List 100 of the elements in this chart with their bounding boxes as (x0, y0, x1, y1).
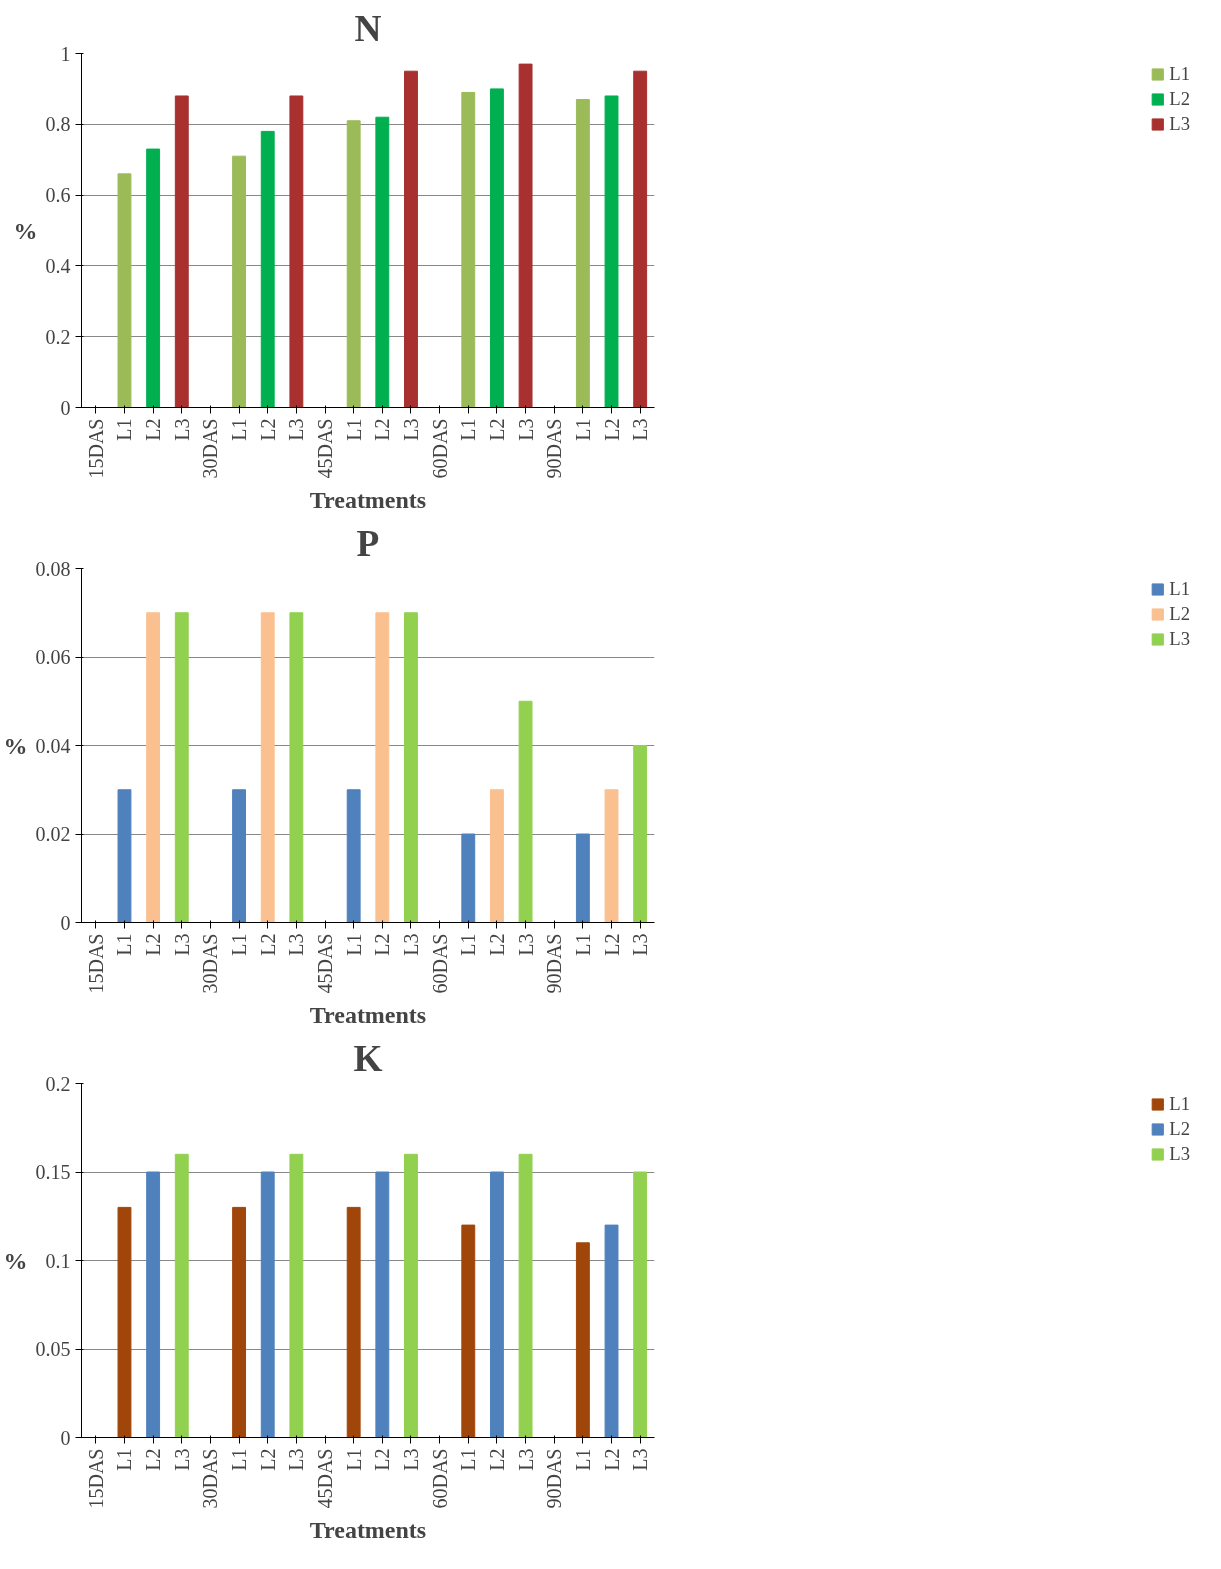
bar (575, 833, 590, 923)
legend-label: L1 (1169, 578, 1190, 600)
bar (346, 789, 361, 923)
bar (375, 116, 390, 408)
x-tick-label: L3 (514, 1448, 537, 1471)
y-tick-label: 0.15 (35, 1161, 71, 1183)
x-axis-title: Treatments (309, 486, 427, 513)
y-tick-label: 0 (60, 1426, 71, 1449)
bar (404, 1153, 418, 1438)
bar (633, 1171, 648, 1438)
x-tick-label: L2 (256, 1448, 279, 1471)
bar (604, 789, 619, 923)
legend-label: L2 (1169, 603, 1190, 625)
y-tick-label: 0.02 (35, 823, 71, 845)
y-tick-label: 0 (60, 911, 71, 934)
x-tick-label: L2 (371, 1448, 394, 1471)
x-tick-label: 90DAS (543, 1448, 566, 1509)
bar (489, 789, 504, 923)
bar (289, 1153, 304, 1438)
bar (604, 95, 619, 408)
x-tick-label: L2 (600, 933, 623, 956)
x-tick-label: L2 (600, 1448, 623, 1471)
y-tick-label: 0.05 (35, 1338, 71, 1360)
y-tick-label: 0.1 (45, 1249, 71, 1272)
x-tick-label: 45DAS (314, 1448, 337, 1509)
y-tick-label: 0.8 (45, 113, 71, 136)
bar (117, 173, 132, 408)
x-tick-label: L3 (399, 418, 422, 441)
x-tick-label: L1 (457, 418, 480, 441)
x-tick-label: L1 (342, 1448, 365, 1471)
legend-label: L3 (1169, 1143, 1190, 1165)
bar (346, 1206, 361, 1438)
x-tick-label: L1 (342, 933, 365, 956)
y-tick-label: 1 (60, 42, 71, 65)
bar (575, 1242, 590, 1438)
bar (375, 612, 390, 923)
y-tick-label: 0.4 (45, 254, 71, 277)
bar (404, 612, 418, 923)
y-axis-title: % (13, 217, 38, 244)
x-tick-label: 30DAS (199, 418, 222, 479)
bar (174, 1153, 189, 1438)
bar (518, 1153, 533, 1438)
x-tick-label: 15DAS (84, 933, 107, 994)
x-tick-label: L3 (170, 418, 193, 441)
y-axis-title: % (3, 732, 28, 759)
legend-label: L3 (1169, 628, 1190, 650)
x-tick-label: L3 (399, 933, 422, 956)
bar (461, 833, 476, 923)
chart-title: P (356, 522, 380, 564)
bar (260, 1171, 275, 1438)
x-tick-label: 60DAS (428, 1448, 451, 1509)
x-tick-label: L2 (142, 1448, 165, 1471)
bar (346, 120, 361, 408)
x-tick-label: L1 (571, 418, 594, 441)
legend-label: L1 (1169, 63, 1190, 85)
x-tick-label: L3 (170, 933, 193, 956)
x-tick-label: 30DAS (199, 1448, 222, 1509)
bar (289, 95, 304, 408)
x-tick-label: L1 (457, 933, 480, 956)
y-tick-label: 0.04 (35, 734, 71, 757)
x-tick-label: L1 (113, 933, 136, 956)
x-tick-label: L2 (142, 933, 165, 956)
x-tick-label: L2 (485, 1448, 508, 1471)
bar (174, 95, 189, 408)
bar (461, 91, 476, 408)
bar (461, 1224, 476, 1438)
x-axis-title: Treatments (309, 1001, 427, 1028)
x-tick-label: L3 (629, 933, 652, 956)
x-tick-label: 90DAS (543, 933, 566, 994)
x-tick-label: L3 (399, 1448, 422, 1471)
x-tick-label: L2 (256, 418, 279, 441)
bar (518, 63, 533, 408)
bar (375, 1171, 390, 1438)
x-axis-title: Treatments (309, 1516, 427, 1543)
x-tick-label: L1 (228, 1448, 251, 1471)
y-tick-label: 0.06 (35, 646, 71, 668)
x-tick-label: L2 (600, 418, 623, 441)
bar (604, 1224, 619, 1438)
chart-title: K (353, 1037, 383, 1079)
x-tick-label: L3 (170, 1448, 193, 1471)
bar (489, 1171, 504, 1438)
y-axis-title: % (3, 1247, 28, 1274)
bar (489, 88, 504, 408)
y-tick-label: 0 (60, 396, 71, 419)
x-tick-label: L1 (228, 933, 251, 956)
x-tick-label: L2 (371, 933, 394, 956)
bar (633, 745, 648, 923)
bar (146, 148, 161, 408)
x-tick-label: L2 (485, 933, 508, 956)
x-tick-label: L3 (629, 418, 652, 441)
x-tick-label: 45DAS (314, 933, 337, 994)
bar (289, 612, 304, 923)
x-tick-label: 45DAS (314, 418, 337, 479)
bar (174, 612, 189, 923)
bar (633, 70, 648, 408)
x-tick-label: L3 (285, 418, 308, 441)
legend-label: L3 (1169, 113, 1190, 135)
bar (117, 789, 132, 923)
x-tick-label: L1 (113, 418, 136, 441)
bar (575, 99, 590, 408)
